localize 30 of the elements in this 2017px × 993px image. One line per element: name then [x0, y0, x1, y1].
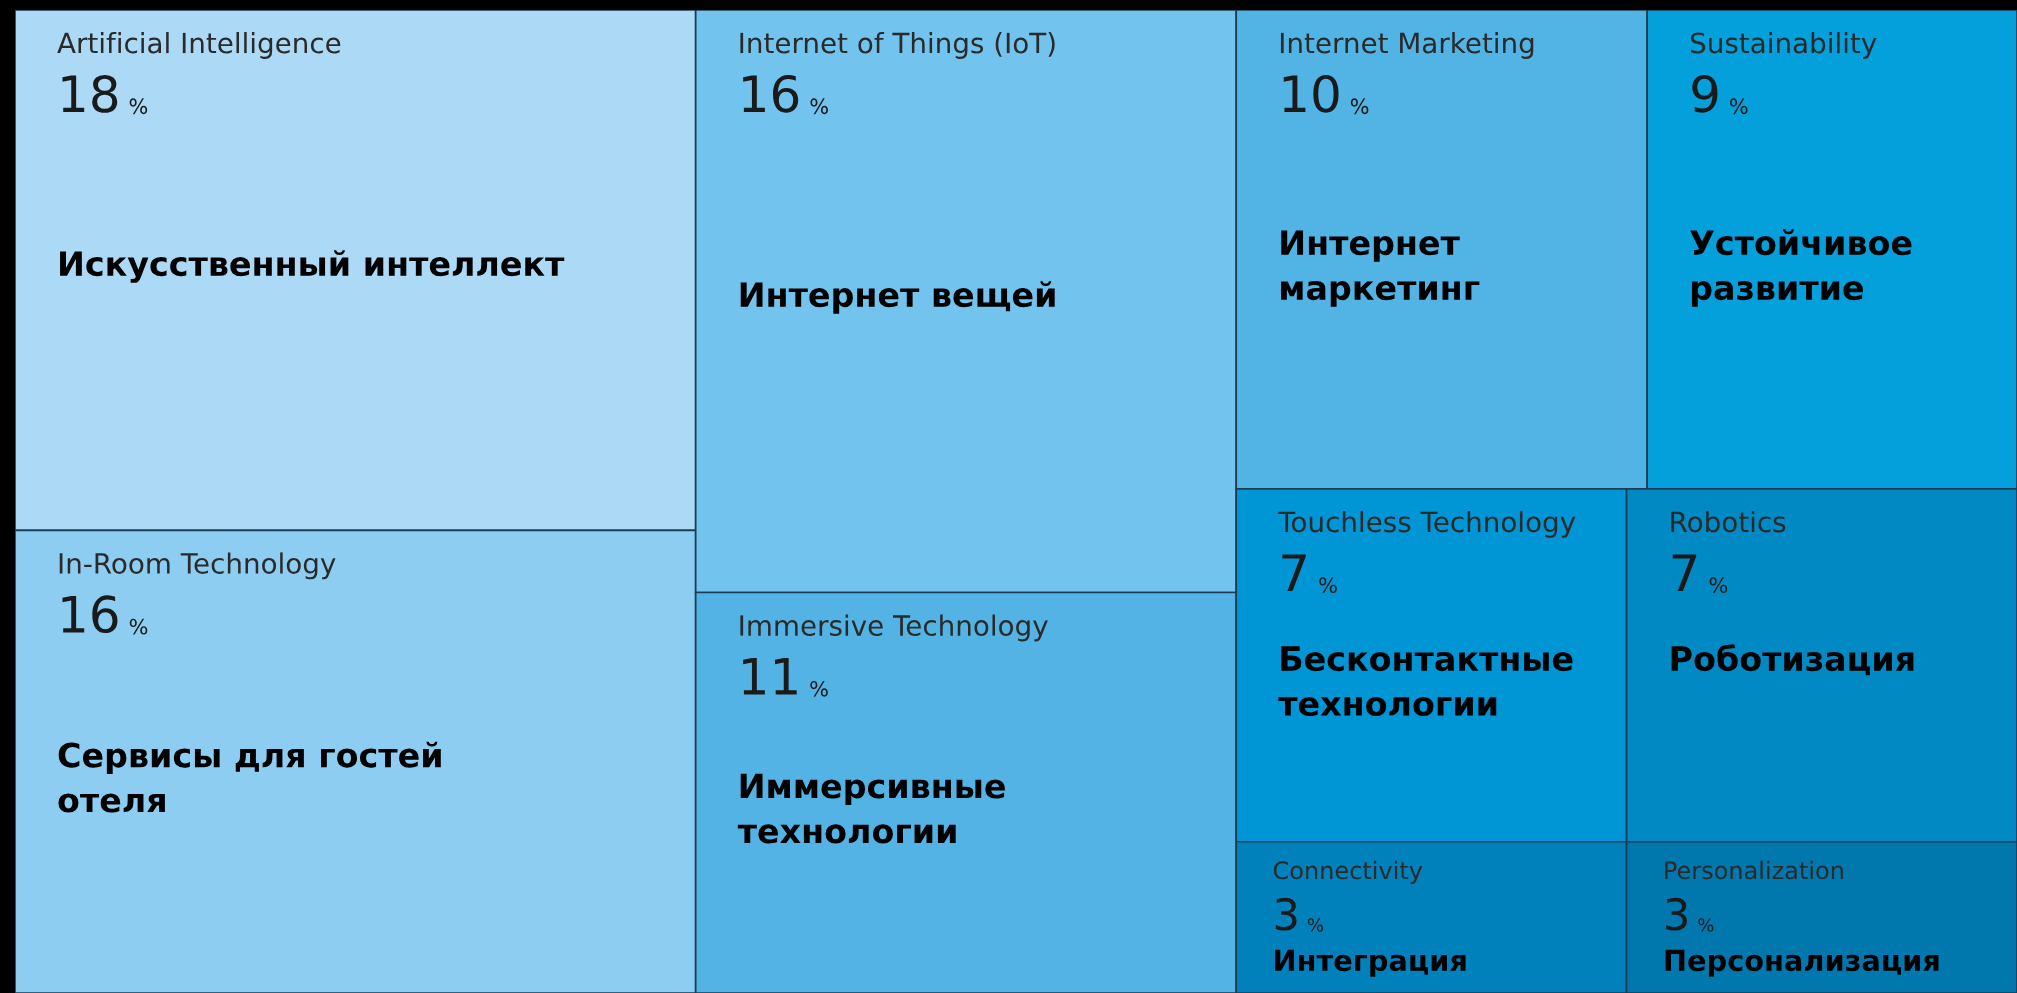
data-label: 16 % — [743, 74, 828, 115]
data-label: 9 % — [1692, 74, 1748, 115]
data-label: 10 % — [1283, 74, 1369, 115]
text: Бесконтактные технологии — [1278, 646, 1573, 717]
text: Интернет вещей — [740, 281, 1055, 314]
data-label: 16 % — [62, 595, 148, 635]
text: Персонализация — [1665, 949, 1939, 977]
data-label: 18 % — [62, 74, 148, 115]
category-label: Sustainability — [1690, 32, 1877, 59]
category-label: Personalization — [1665, 860, 1843, 880]
text: Сервисы для гостей отеля — [58, 741, 441, 813]
data-label: 11 % — [743, 658, 828, 697]
category-label: In-Room Technology — [59, 552, 336, 580]
text: Интернет маркетинг — [1281, 230, 1480, 307]
category-label: Immersive Technology — [740, 614, 1048, 642]
category-label: Robotics — [1671, 510, 1786, 533]
data-label: 7 % — [1672, 554, 1728, 594]
category-label: Internet Marketing — [1280, 32, 1534, 59]
text: Роботизация — [1671, 644, 1914, 676]
data-label: 3 % — [1275, 897, 1324, 932]
category-label: Artificial Intelligence — [57, 32, 341, 59]
text: Искусственный интеллект — [60, 250, 565, 283]
text: Интеграция — [1275, 949, 1466, 977]
data-label: 3 % — [1666, 897, 1714, 932]
category-label: Internet of Things (IoT) — [740, 32, 1055, 59]
category-label: Connectivity — [1273, 860, 1423, 885]
data-label: 7 % — [1282, 554, 1337, 594]
text: Устойчивое развитие — [1690, 229, 1912, 307]
text: Иммерсивные технологии — [737, 773, 1005, 844]
category-label: Touchless Technology — [1278, 510, 1576, 538]
